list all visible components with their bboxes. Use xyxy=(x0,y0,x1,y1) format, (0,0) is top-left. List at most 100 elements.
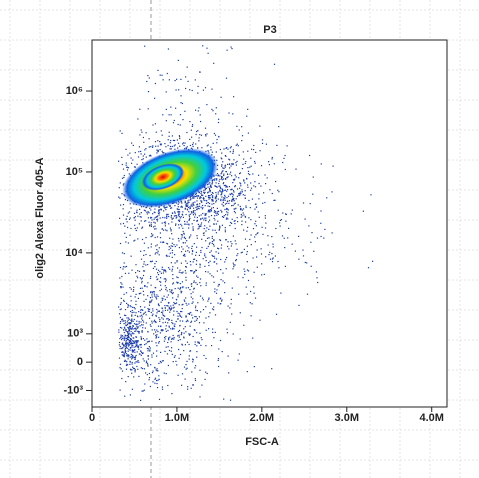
event-dot xyxy=(147,358,149,360)
event-dot xyxy=(129,287,131,289)
event-dot xyxy=(141,131,143,133)
event-dot xyxy=(244,197,246,199)
event-dot xyxy=(187,204,189,206)
event-dot xyxy=(118,187,120,189)
event-dot xyxy=(309,203,311,205)
event-dot xyxy=(216,289,218,291)
event-dot xyxy=(125,324,127,326)
event-dot xyxy=(218,228,220,230)
event-dot xyxy=(180,234,182,236)
event-dot xyxy=(248,217,250,219)
event-dot xyxy=(145,220,147,222)
event-dot xyxy=(202,89,204,91)
event-dot xyxy=(131,269,133,271)
event-dot xyxy=(171,145,173,148)
event-dot xyxy=(126,302,128,304)
event-dot xyxy=(247,226,249,228)
event-dot xyxy=(161,299,163,301)
event-dot xyxy=(143,294,145,296)
event-dot xyxy=(251,303,253,305)
event-dot xyxy=(133,307,135,309)
event-dot xyxy=(222,190,224,192)
event-dot xyxy=(212,207,214,209)
event-dot xyxy=(123,360,126,362)
event-dot xyxy=(189,121,191,123)
event-dot xyxy=(141,282,143,284)
event-dot xyxy=(285,213,287,215)
event-dot xyxy=(161,74,163,76)
event-dot xyxy=(166,290,168,292)
event-dot xyxy=(215,292,218,294)
event-dot xyxy=(220,191,222,193)
event-dot xyxy=(192,228,194,230)
event-dot xyxy=(199,134,201,136)
event-dot xyxy=(182,230,184,233)
event-dot xyxy=(141,367,144,370)
event-dot xyxy=(120,336,122,338)
event-dot xyxy=(183,299,185,301)
event-dot xyxy=(173,215,175,217)
event-dot xyxy=(204,127,207,129)
event-dot xyxy=(212,200,214,202)
event-dot xyxy=(125,353,127,355)
event-dot xyxy=(188,201,190,203)
event-dot xyxy=(149,302,151,304)
event-dot xyxy=(145,253,147,256)
event-dot xyxy=(147,365,149,367)
event-dot xyxy=(253,366,255,368)
event-dot xyxy=(199,114,201,116)
event-dot xyxy=(207,186,209,188)
event-dot xyxy=(194,195,196,197)
event-dot xyxy=(244,270,246,272)
event-dot xyxy=(188,251,190,253)
event-dot xyxy=(195,143,197,145)
event-dot xyxy=(162,329,164,331)
event-dot xyxy=(190,211,193,213)
event-dot xyxy=(177,312,179,314)
event-dot xyxy=(177,142,180,144)
event-dot xyxy=(131,388,133,390)
event-dot xyxy=(149,347,151,349)
event-dot xyxy=(189,196,191,199)
event-dot xyxy=(228,372,230,374)
event-dot xyxy=(136,163,138,165)
event-dot xyxy=(214,197,216,199)
event-dot xyxy=(179,269,181,271)
event-dot xyxy=(195,316,197,318)
event-dot xyxy=(254,241,256,243)
event-dot xyxy=(161,268,163,270)
event-dot xyxy=(130,322,132,324)
event-dot xyxy=(133,286,135,288)
event-dot xyxy=(181,304,183,306)
event-dot xyxy=(230,303,232,305)
event-dot xyxy=(187,200,189,202)
event-dot xyxy=(120,287,122,289)
event-dot xyxy=(145,343,147,345)
event-dot xyxy=(134,327,136,329)
event-dot xyxy=(220,200,222,202)
event-dot xyxy=(304,261,306,264)
event-dot xyxy=(191,302,193,304)
event-dot xyxy=(124,327,126,329)
event-dot xyxy=(211,192,213,194)
event-dot xyxy=(168,131,170,133)
event-dot xyxy=(127,304,129,306)
event-dot xyxy=(149,277,152,279)
event-dot xyxy=(136,315,139,317)
event-dot xyxy=(233,198,235,200)
event-dot xyxy=(221,196,223,198)
event-dot xyxy=(165,91,167,93)
event-dot xyxy=(192,214,194,216)
event-dot xyxy=(179,136,181,138)
event-dot xyxy=(206,47,208,49)
event-dot xyxy=(127,338,129,341)
event-dot xyxy=(186,66,188,68)
event-dot xyxy=(146,338,148,340)
event-dot xyxy=(156,334,158,336)
event-dot xyxy=(238,154,240,156)
event-dot xyxy=(221,152,223,154)
event-dot xyxy=(156,236,159,238)
event-dot xyxy=(208,197,210,199)
event-dot xyxy=(177,296,179,298)
event-dot xyxy=(158,206,160,208)
